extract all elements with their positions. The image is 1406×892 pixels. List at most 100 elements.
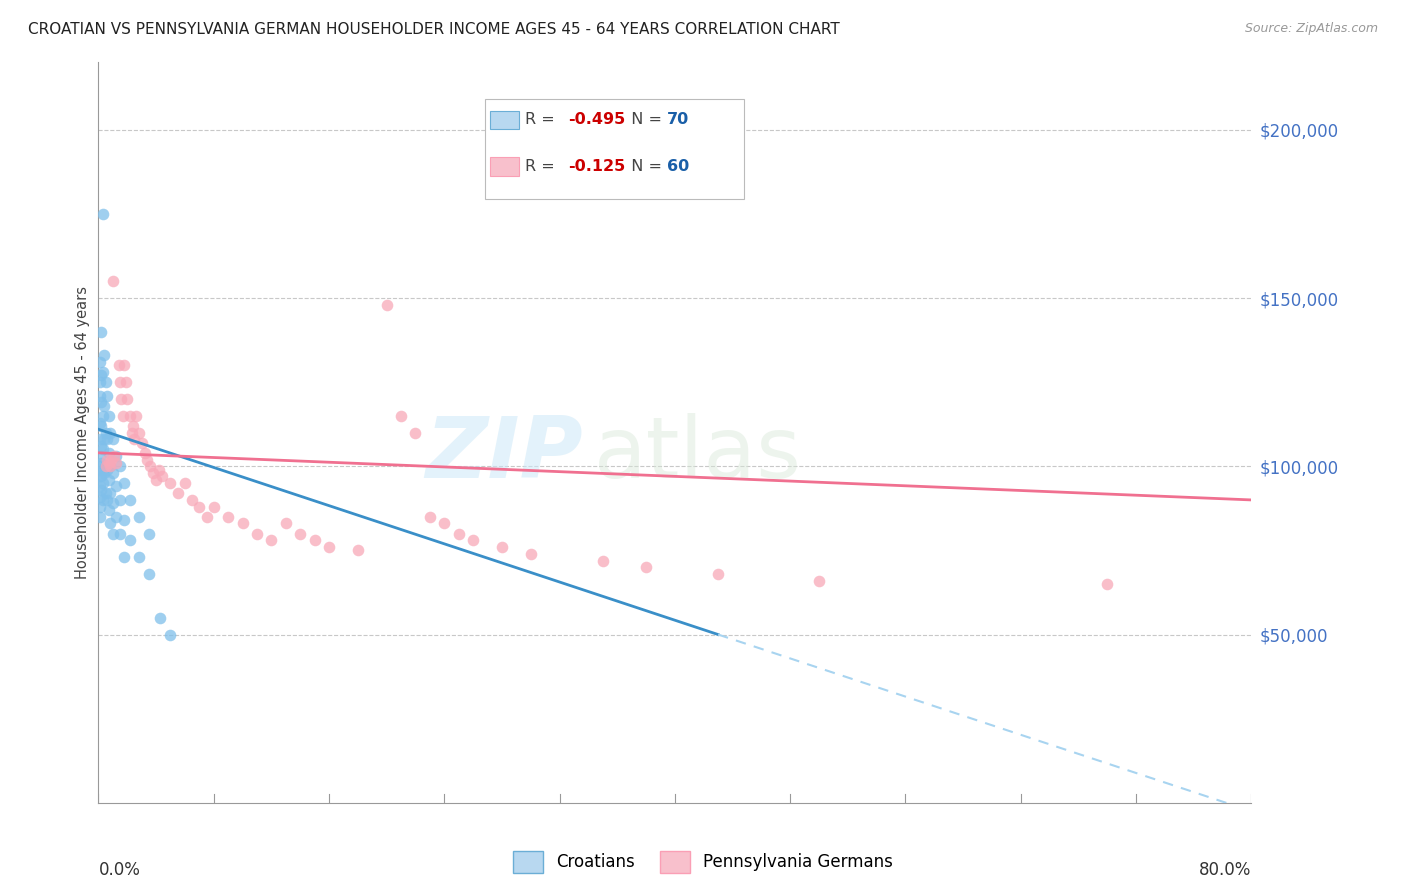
Point [107, 359, 129, 373]
Point [491, 540, 513, 554]
Point [98, 425, 121, 440]
Point [121, 425, 143, 440]
Point [318, 540, 340, 554]
Point [89, 355, 111, 369]
Point [93, 399, 115, 413]
Point [96, 433, 118, 447]
Point [181, 492, 204, 507]
Point [149, 611, 172, 625]
Point [91, 476, 114, 491]
Point [89, 490, 111, 504]
Point [131, 435, 153, 450]
Point [111, 409, 134, 423]
Point [260, 533, 283, 548]
Point [145, 473, 167, 487]
Point [148, 463, 170, 477]
Text: ZIP: ZIP [425, 413, 582, 496]
Point [101, 433, 124, 447]
Point [104, 449, 127, 463]
Point [104, 509, 127, 524]
Point [98, 459, 121, 474]
Point [112, 513, 135, 527]
Point [195, 509, 218, 524]
Point [89, 389, 111, 403]
Point [375, 298, 398, 312]
Point [217, 509, 239, 524]
Point [108, 375, 131, 389]
Point [94, 459, 117, 474]
Text: CROATIAN VS PENNSYLVANIA GERMAN HOUSEHOLDER INCOME AGES 45 - 64 YEARS CORRELATIO: CROATIAN VS PENNSYLVANIA GERMAN HOUSEHOL… [28, 22, 839, 37]
Text: N =: N = [620, 112, 666, 127]
Bar [491, 157, 519, 176]
Point [112, 550, 135, 565]
Point [104, 479, 127, 493]
Point [94, 486, 117, 500]
Point [136, 452, 159, 467]
Point [91, 365, 114, 379]
Point [97, 456, 120, 470]
Point [100, 452, 122, 467]
Point [120, 409, 142, 423]
Text: -0.125: -0.125 [568, 159, 624, 174]
Point [90, 456, 112, 470]
Point [231, 516, 254, 531]
Point [419, 509, 441, 524]
Point [101, 496, 124, 510]
Point [117, 392, 139, 406]
Point [97, 446, 120, 460]
Point [807, 574, 830, 588]
Point [96, 389, 118, 403]
Text: 0.0%: 0.0% [98, 861, 141, 879]
Point [128, 425, 150, 440]
Point [101, 526, 124, 541]
Point [89, 500, 111, 514]
Point [101, 466, 124, 480]
Point [138, 526, 160, 541]
Bar [491, 111, 519, 129]
Point [89, 433, 111, 447]
Point [93, 433, 115, 447]
Point [91, 207, 114, 221]
Text: N =: N = [620, 159, 666, 174]
Point [122, 418, 145, 433]
Point [447, 526, 470, 541]
Point [89, 479, 111, 493]
Point [405, 425, 427, 440]
Point [142, 466, 165, 480]
Point [202, 500, 225, 514]
Point [108, 459, 131, 474]
Point [159, 627, 181, 641]
Point [346, 543, 368, 558]
Point [636, 560, 658, 574]
Point [98, 516, 121, 531]
Point [108, 492, 131, 507]
Point [592, 553, 614, 567]
Point [389, 409, 412, 423]
Point [112, 359, 135, 373]
Point [112, 476, 135, 491]
Point [120, 533, 142, 548]
Point [90, 325, 112, 339]
Point [120, 492, 142, 507]
Point [707, 566, 730, 581]
Text: R =: R = [524, 112, 560, 127]
Point [91, 442, 114, 457]
Point [433, 516, 456, 531]
Point [91, 409, 114, 423]
Point [90, 395, 112, 409]
Point [97, 473, 120, 487]
Point [90, 439, 112, 453]
Point [159, 476, 181, 491]
Point [91, 463, 114, 477]
Point [138, 566, 160, 581]
Point [274, 516, 297, 531]
Point [290, 526, 312, 541]
Text: 80.0%: 80.0% [1199, 861, 1251, 879]
Point [188, 500, 211, 514]
Text: 70: 70 [666, 112, 689, 127]
Point [89, 416, 111, 430]
Point [90, 418, 112, 433]
Point [128, 509, 150, 524]
Point [304, 533, 326, 548]
Point [166, 486, 188, 500]
